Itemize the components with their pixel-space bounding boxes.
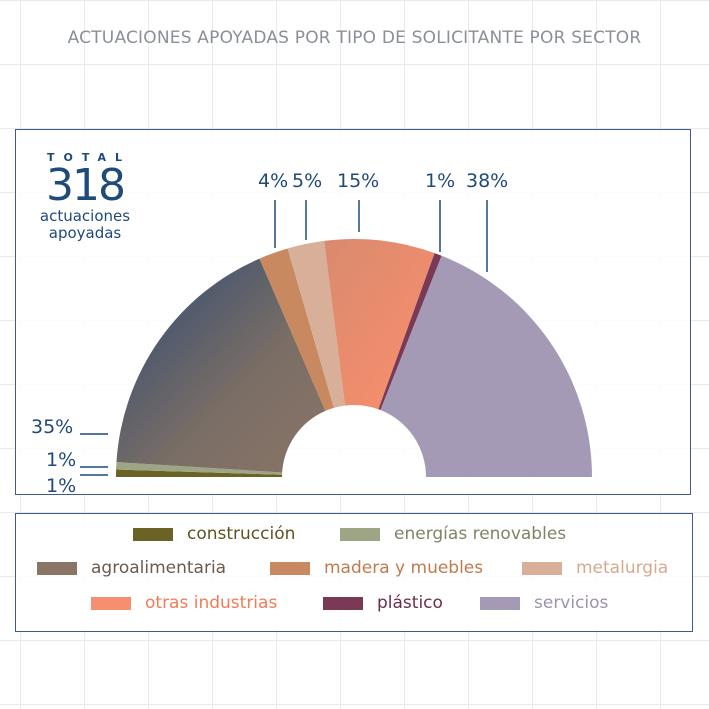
legend-swatch-madera-y-muebles — [270, 561, 310, 575]
pct-label-energias-renovables: 1% — [46, 449, 76, 471]
legend-label-otras-industrias: otras industrias — [145, 593, 278, 613]
total-label: TOTAL — [47, 151, 132, 164]
legend-swatch-metalurgia — [522, 561, 562, 575]
pct-label-metalurgia: 5% — [292, 170, 322, 192]
legend-swatch-construccion — [133, 527, 173, 541]
legend-swatch-plastico — [323, 596, 363, 610]
pct-label-construccion: 1% — [46, 475, 76, 497]
legend-label-energias-renovables: energías renovables — [394, 524, 567, 544]
total-caption: actuaciones apoyadas — [30, 208, 140, 242]
slice-agroalimentaria — [116, 258, 326, 473]
legend-item-agroalimentaria: agroalimentaria — [37, 558, 226, 578]
slice-madera-y-muebles — [259, 248, 334, 411]
legend-swatch-agroalimentaria — [37, 561, 77, 575]
legend-item-construccion: construcción — [133, 524, 295, 544]
pct-label-madera-y-muebles: 4% — [258, 170, 288, 192]
legend-label-agroalimentaria: agroalimentaria — [91, 558, 227, 578]
legend-swatch-energias-renovables — [340, 527, 380, 541]
slice-plastico — [378, 253, 442, 411]
legend-item-servicios: servicios — [480, 593, 608, 613]
pct-label-otras-industrias: 15% — [337, 170, 379, 192]
slice-otras-industrias — [324, 238, 435, 410]
legend-item-metalurgia: metalurgia — [522, 558, 668, 578]
slice-energias-renovables — [116, 462, 283, 475]
legend-label-metalurgia: metalurgia — [576, 558, 669, 578]
legend-item-madera-y-muebles: madera y muebles — [270, 558, 483, 578]
slice-construccion — [116, 469, 283, 477]
total-value: 318 — [46, 160, 126, 211]
legend-label-servicios: servicios — [534, 593, 609, 613]
legend-swatch-otras-industrias — [91, 596, 131, 610]
legend-label-plastico: plástico — [377, 593, 443, 613]
pct-label-servicios: 38% — [466, 170, 508, 192]
slice-metalurgia — [287, 240, 345, 408]
pct-label-plastico: 1% — [425, 170, 455, 192]
total-caption-line1: actuaciones — [39, 207, 131, 225]
legend-item-plastico: plástico — [323, 593, 443, 613]
legend-item-otras-industrias: otras industrias — [91, 593, 277, 613]
pct-label-agroalimentaria: 35% — [31, 416, 73, 438]
legend-label-madera-y-muebles: madera y muebles — [324, 558, 484, 578]
legend-label-construccion: construcción — [187, 524, 296, 544]
legend-item-energias-renovables: energías renovables — [340, 524, 566, 544]
legend-swatch-servicios — [480, 596, 520, 610]
chart-title: ACTUACIONES APOYADAS POR TIPO DE SOLICIT… — [67, 28, 642, 48]
total-caption-line2: apoyadas — [48, 224, 122, 242]
slice-servicios — [380, 255, 592, 477]
